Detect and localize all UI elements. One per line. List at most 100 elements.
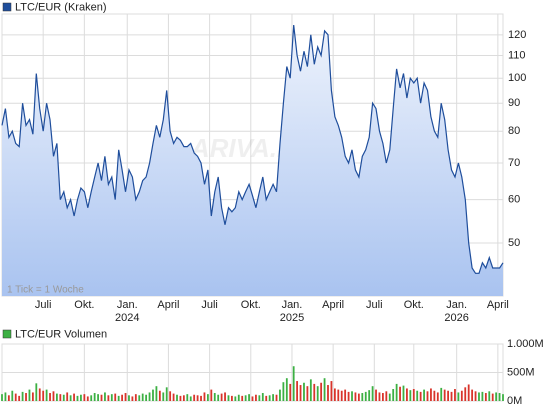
y-tick-label: 50 [508, 237, 520, 249]
volume-bar [134, 394, 137, 401]
volume-bar [1, 394, 3, 401]
volume-bar [176, 394, 178, 401]
volume-bar [18, 395, 21, 401]
volume-bar [124, 393, 127, 401]
volume-bar [378, 392, 381, 401]
volume-bar [333, 388, 336, 401]
volume-bar [76, 395, 79, 401]
volume-bar [354, 392, 357, 401]
volume-bar [138, 395, 141, 401]
volume-bar [430, 388, 432, 401]
volume-bar [28, 389, 31, 401]
volume-bar [169, 391, 172, 401]
volume-bar [433, 390, 436, 401]
volume-bar [419, 391, 422, 401]
volume-bar [484, 393, 487, 401]
volume-bar [141, 393, 144, 401]
volume-bar [241, 395, 244, 401]
volume-bar [395, 383, 398, 401]
x-tick-label: April [487, 299, 509, 311]
volume-bar [90, 395, 93, 401]
legend-swatch [2, 329, 12, 339]
volume-bar [152, 389, 154, 401]
volume-bar [409, 390, 412, 401]
volume-bar [454, 389, 456, 401]
volume-bar [392, 389, 395, 401]
volume-bar [285, 378, 288, 401]
volume-bar [368, 390, 371, 401]
volume-bar [491, 393, 494, 401]
x-tick-label: April [322, 299, 344, 311]
volume-bar [69, 395, 72, 401]
volume-bar [189, 396, 192, 401]
y-tick-label: 90 [508, 97, 520, 109]
volume-bar [7, 395, 10, 401]
volume-bar [412, 389, 415, 401]
volume-bar [261, 393, 264, 401]
volume-bar [206, 394, 209, 401]
volume-bar [196, 395, 199, 401]
volume-bar [344, 389, 347, 401]
volume-bar [128, 395, 130, 401]
volume-bar [93, 393, 96, 401]
volume-bar [237, 394, 240, 401]
volume-bar [179, 395, 182, 401]
volume-bar [52, 391, 55, 401]
volume-bar [502, 394, 504, 401]
x-tick-label: Okt. [404, 299, 424, 311]
y-tick-label: 110 [508, 49, 526, 61]
volume-bar [25, 393, 27, 401]
volume-bar [323, 378, 326, 401]
volume-bar [21, 391, 24, 401]
x-tick-label: Jan. [282, 299, 303, 311]
volume-bar [42, 390, 45, 401]
volume-bar [327, 385, 329, 401]
area [2, 25, 503, 296]
volume-bar [299, 385, 302, 401]
volume-bar [275, 394, 278, 401]
volume-bar [45, 389, 48, 401]
volume-bar [255, 394, 257, 401]
volume-bar [182, 395, 185, 401]
y-tick-label: 70 [508, 157, 520, 169]
volume-bar [231, 395, 233, 401]
x-tick-label: 2024 [115, 312, 139, 324]
volume-bar [265, 395, 268, 401]
y-tick-label: 1.000M [507, 338, 544, 350]
volume-bar [426, 391, 429, 401]
volume-bar [83, 394, 86, 401]
volume-bar [474, 391, 477, 401]
volume-bar [330, 381, 333, 401]
volume-bar [406, 388, 408, 401]
volume-bar [399, 386, 401, 401]
volume-bar [210, 389, 213, 401]
volume-bar [457, 392, 460, 401]
volume-bar [296, 381, 299, 401]
volume-bar [471, 389, 474, 401]
volume-bar [117, 395, 120, 401]
volume-bar [165, 387, 168, 401]
volume-bar [364, 391, 367, 401]
volume-bar [306, 386, 309, 401]
volume-bar [11, 390, 14, 401]
volume-bar [100, 394, 103, 401]
volume-bar [258, 395, 261, 401]
volume-bar [97, 394, 99, 401]
x-tick-label: April [157, 299, 179, 311]
volume-bar [217, 394, 220, 401]
x-tick-label: Juli [201, 299, 218, 311]
volume-bar [303, 382, 305, 401]
volume-bar [104, 392, 106, 401]
volume-bar [388, 393, 391, 401]
volume-bar [371, 386, 374, 401]
volume-bar [464, 387, 467, 401]
volume-bar [375, 389, 377, 401]
note: 1 Tick = 1 Woche [7, 285, 84, 296]
volume-bar [224, 392, 226, 401]
volume-bar [62, 394, 65, 401]
y-tick-label: 120 [508, 29, 526, 41]
x-tick-label: 2026 [444, 312, 468, 324]
volume-bar [340, 390, 343, 401]
x-tick-label: 2025 [280, 312, 304, 324]
